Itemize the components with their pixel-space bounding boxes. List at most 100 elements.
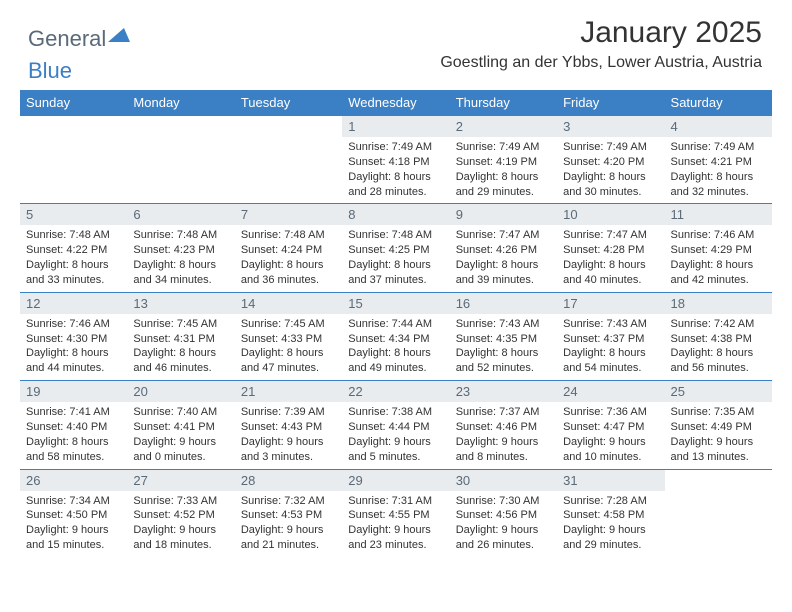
day-detail-line: and 15 minutes. — [26, 538, 121, 553]
day-detail-line: and 58 minutes. — [26, 450, 121, 465]
day-detail-line: Sunrise: 7:33 AM — [133, 494, 228, 509]
logo-text-a: General — [28, 26, 106, 51]
day-detail-line: Sunset: 4:26 PM — [456, 243, 551, 258]
day-number: 20 — [127, 381, 234, 402]
day-detail-line: and 39 minutes. — [456, 273, 551, 288]
day-number: 6 — [127, 204, 234, 225]
calendar-day-cell — [127, 116, 234, 204]
weekday-header: Saturday — [665, 90, 772, 116]
day-details: Sunrise: 7:36 AMSunset: 4:47 PMDaylight:… — [557, 402, 664, 468]
calendar-day-cell: 27Sunrise: 7:33 AMSunset: 4:52 PMDayligh… — [127, 469, 234, 557]
day-detail-line: Daylight: 8 hours — [26, 258, 121, 273]
day-detail-line: Daylight: 8 hours — [456, 258, 551, 273]
day-details: Sunrise: 7:42 AMSunset: 4:38 PMDaylight:… — [665, 314, 772, 380]
calendar-day-cell: 28Sunrise: 7:32 AMSunset: 4:53 PMDayligh… — [235, 469, 342, 557]
day-detail-line: and 47 minutes. — [241, 361, 336, 376]
day-detail-line: and 56 minutes. — [671, 361, 766, 376]
day-detail-line: Sunrise: 7:42 AM — [671, 317, 766, 332]
day-detail-line: Sunset: 4:20 PM — [563, 155, 658, 170]
day-detail-line: Sunrise: 7:34 AM — [26, 494, 121, 509]
day-number: 1 — [342, 116, 449, 137]
calendar-day-cell: 1Sunrise: 7:49 AMSunset: 4:18 PMDaylight… — [342, 116, 449, 204]
day-detail-line: Sunrise: 7:47 AM — [563, 228, 658, 243]
day-number: 3 — [557, 116, 664, 137]
location-text: Goestling an der Ybbs, Lower Austria, Au… — [440, 54, 762, 72]
day-detail-line: Daylight: 9 hours — [348, 523, 443, 538]
day-detail-line: Daylight: 9 hours — [133, 523, 228, 538]
day-details: Sunrise: 7:43 AMSunset: 4:35 PMDaylight:… — [450, 314, 557, 380]
day-detail-line: and 34 minutes. — [133, 273, 228, 288]
calendar-day-cell: 17Sunrise: 7:43 AMSunset: 4:37 PMDayligh… — [557, 292, 664, 380]
calendar-day-cell: 22Sunrise: 7:38 AMSunset: 4:44 PMDayligh… — [342, 381, 449, 469]
day-detail-line: Daylight: 9 hours — [456, 523, 551, 538]
day-detail-line: Daylight: 9 hours — [133, 435, 228, 450]
day-detail-line: Sunset: 4:19 PM — [456, 155, 551, 170]
day-details: Sunrise: 7:41 AMSunset: 4:40 PMDaylight:… — [20, 402, 127, 468]
logo-triangle-icon — [108, 22, 130, 48]
calendar-day-cell: 10Sunrise: 7:47 AMSunset: 4:28 PMDayligh… — [557, 204, 664, 292]
day-detail-line: Sunset: 4:29 PM — [671, 243, 766, 258]
day-detail-line: and 18 minutes. — [133, 538, 228, 553]
weekday-header-row: Sunday Monday Tuesday Wednesday Thursday… — [20, 90, 772, 116]
day-number: 12 — [20, 293, 127, 314]
day-detail-line: Sunset: 4:21 PM — [671, 155, 766, 170]
day-detail-line: and 36 minutes. — [241, 273, 336, 288]
day-detail-line: Daylight: 8 hours — [133, 258, 228, 273]
day-details: Sunrise: 7:49 AMSunset: 4:18 PMDaylight:… — [342, 137, 449, 203]
day-number: 24 — [557, 381, 664, 402]
day-detail-line: and 44 minutes. — [26, 361, 121, 376]
day-details: Sunrise: 7:46 AMSunset: 4:30 PMDaylight:… — [20, 314, 127, 380]
day-detail-line: Daylight: 8 hours — [563, 258, 658, 273]
day-detail-line: Sunrise: 7:49 AM — [348, 140, 443, 155]
day-detail-line: and 40 minutes. — [563, 273, 658, 288]
day-details: Sunrise: 7:45 AMSunset: 4:31 PMDaylight:… — [127, 314, 234, 380]
day-detail-line: Daylight: 9 hours — [241, 435, 336, 450]
weekday-header: Tuesday — [235, 90, 342, 116]
day-detail-line: Daylight: 8 hours — [348, 258, 443, 273]
day-details: Sunrise: 7:30 AMSunset: 4:56 PMDaylight:… — [450, 491, 557, 557]
day-detail-line: Sunrise: 7:32 AM — [241, 494, 336, 509]
calendar-day-cell: 2Sunrise: 7:49 AMSunset: 4:19 PMDaylight… — [450, 116, 557, 204]
day-detail-line: and 5 minutes. — [348, 450, 443, 465]
day-detail-line: Sunrise: 7:43 AM — [563, 317, 658, 332]
day-number: 9 — [450, 204, 557, 225]
day-detail-line: Daylight: 9 hours — [563, 523, 658, 538]
day-detail-line: Sunrise: 7:47 AM — [456, 228, 551, 243]
day-detail-line: and 8 minutes. — [456, 450, 551, 465]
day-detail-line: Daylight: 9 hours — [671, 435, 766, 450]
weekday-header: Sunday — [20, 90, 127, 116]
day-detail-line: Daylight: 9 hours — [348, 435, 443, 450]
day-detail-line: Sunset: 4:30 PM — [26, 332, 121, 347]
day-detail-line: Daylight: 8 hours — [671, 258, 766, 273]
day-detail-line: Sunset: 4:22 PM — [26, 243, 121, 258]
day-detail-line: Daylight: 8 hours — [563, 346, 658, 361]
day-detail-line: Daylight: 9 hours — [241, 523, 336, 538]
day-detail-line: Sunset: 4:43 PM — [241, 420, 336, 435]
day-detail-line: and 28 minutes. — [348, 185, 443, 200]
day-detail-line: Daylight: 9 hours — [456, 435, 551, 450]
calendar-day-cell: 15Sunrise: 7:44 AMSunset: 4:34 PMDayligh… — [342, 292, 449, 380]
day-number: 8 — [342, 204, 449, 225]
day-detail-line: and 54 minutes. — [563, 361, 658, 376]
day-detail-line: and 49 minutes. — [348, 361, 443, 376]
day-details: Sunrise: 7:47 AMSunset: 4:28 PMDaylight:… — [557, 225, 664, 291]
page-title: January 2025 — [440, 16, 762, 50]
calendar-week-row: 1Sunrise: 7:49 AMSunset: 4:18 PMDaylight… — [20, 116, 772, 204]
day-detail-line: Sunset: 4:24 PM — [241, 243, 336, 258]
day-detail-line: and 42 minutes. — [671, 273, 766, 288]
day-detail-line: and 29 minutes. — [456, 185, 551, 200]
calendar-day-cell: 24Sunrise: 7:36 AMSunset: 4:47 PMDayligh… — [557, 381, 664, 469]
day-details: Sunrise: 7:48 AMSunset: 4:25 PMDaylight:… — [342, 225, 449, 291]
day-detail-line: and 33 minutes. — [26, 273, 121, 288]
day-detail-line: Sunrise: 7:48 AM — [241, 228, 336, 243]
day-detail-line: Sunrise: 7:49 AM — [671, 140, 766, 155]
day-number: 19 — [20, 381, 127, 402]
day-number: 15 — [342, 293, 449, 314]
day-number: 2 — [450, 116, 557, 137]
calendar-day-cell: 6Sunrise: 7:48 AMSunset: 4:23 PMDaylight… — [127, 204, 234, 292]
day-detail-line: and 10 minutes. — [563, 450, 658, 465]
calendar-day-cell: 4Sunrise: 7:49 AMSunset: 4:21 PMDaylight… — [665, 116, 772, 204]
day-number: 18 — [665, 293, 772, 314]
day-detail-line: and 13 minutes. — [671, 450, 766, 465]
calendar-day-cell: 5Sunrise: 7:48 AMSunset: 4:22 PMDaylight… — [20, 204, 127, 292]
